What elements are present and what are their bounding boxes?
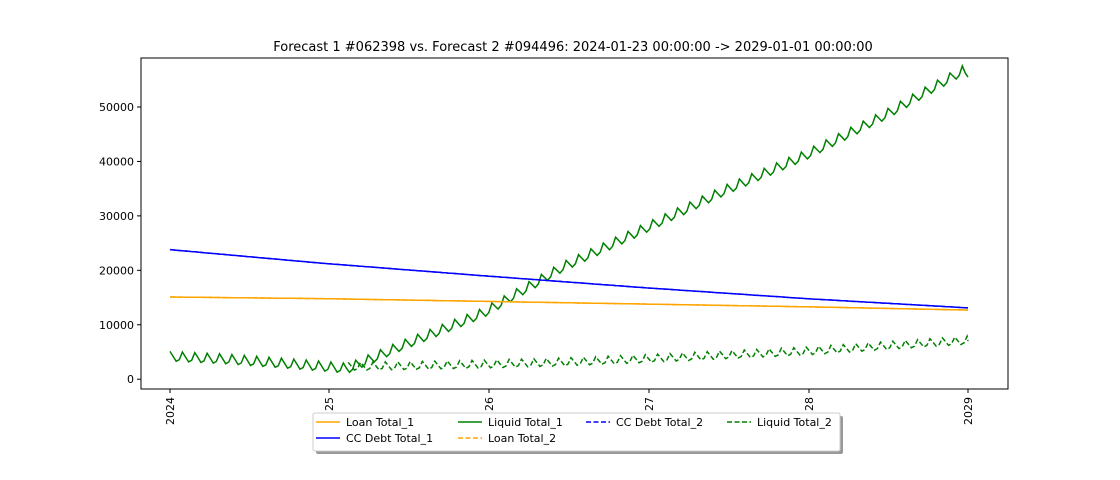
x-axis: 2024 25 26 27 28 2029 <box>164 389 975 425</box>
y-tick-label: 40000 <box>99 155 134 168</box>
legend-label: Loan Total_1 <box>346 416 414 429</box>
y-axis: 0 10000 20000 30000 40000 50000 <box>99 101 141 386</box>
series-line-liquid-total-2 <box>347 333 969 372</box>
x-tick-label: 25 <box>323 397 336 411</box>
legend-label: Liquid Total_2 <box>757 416 832 429</box>
legend-label: CC Debt Total_2 <box>616 416 703 429</box>
legend-label: Loan Total_2 <box>488 432 556 445</box>
x-tick-label: 26 <box>483 397 496 411</box>
y-tick-label: 0 <box>127 373 134 386</box>
y-tick-label: 50000 <box>99 101 134 114</box>
x-tick-label: 2024 <box>164 397 177 425</box>
x-tick-label: 28 <box>803 397 816 411</box>
series-line-cc-debt-total-2 <box>169 248 969 309</box>
x-tick-label: 2029 <box>962 397 975 425</box>
chart-title: Forecast 1 #062398 vs. Forecast 2 #09449… <box>273 40 873 55</box>
axes-frame <box>140 57 1009 390</box>
legend-label: Liquid Total_1 <box>488 416 563 429</box>
legend-label: CC Debt Total_1 <box>346 432 433 445</box>
x-tick-label: 27 <box>643 397 656 411</box>
y-tick-label: 30000 <box>99 210 134 223</box>
y-tick-label: 20000 <box>99 264 134 277</box>
legend: Loan Total_1 CC Debt Total_1 Liquid Total_… <box>312 412 843 454</box>
series-line-loan-total-2 <box>170 296 969 311</box>
legend-box <box>312 412 841 452</box>
y-tick-label: 10000 <box>99 319 134 332</box>
series-line-liquid-total-1 <box>169 63 969 374</box>
